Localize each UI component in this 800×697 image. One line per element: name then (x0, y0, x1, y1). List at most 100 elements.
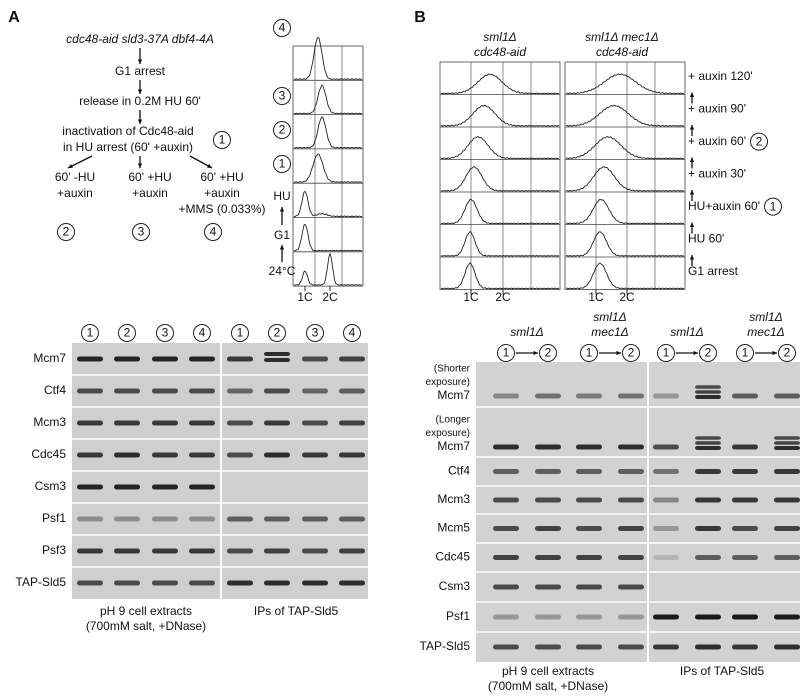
row-label: Psf1 (42, 511, 66, 525)
blot-band (189, 484, 215, 490)
strain: sml1Δ (483, 30, 516, 44)
stage: 24°C (269, 264, 296, 278)
branch-text: +auxin (204, 186, 240, 200)
row-label: TAP-Sld5 (420, 639, 471, 653)
histogram (440, 104, 560, 127)
blot-band (493, 444, 519, 450)
arrow-head (689, 92, 695, 98)
blot-band (77, 452, 103, 458)
blot-band (493, 393, 519, 399)
circled-marker (268, 324, 286, 342)
marker-number: 3 (279, 89, 286, 103)
circled-marker (204, 223, 222, 241)
branch-text: 60' +HU (200, 170, 243, 184)
blot-bg (476, 362, 800, 662)
marker-number: 2 (705, 346, 712, 360)
branch-text: 60' -HU (55, 170, 95, 184)
blot-band (264, 420, 290, 426)
blot-band (695, 526, 721, 531)
blot-band (339, 548, 365, 554)
step: in HU arrest (60' +auxin) (63, 140, 193, 154)
arrow-head (137, 89, 143, 94)
blot-band (77, 484, 103, 490)
blot-band (618, 644, 644, 650)
blot-band (653, 393, 679, 399)
blot-band (732, 393, 758, 399)
blot-band (77, 516, 103, 522)
blot-band (653, 614, 679, 620)
circled-marker (750, 132, 769, 151)
row-label: Psf1 (446, 609, 470, 623)
circled-marker (343, 324, 361, 342)
arrow-head (616, 350, 621, 356)
marker-number: 4 (210, 225, 217, 239)
marker-number: 1 (770, 199, 777, 213)
group-header: sml1Δ (670, 325, 703, 339)
blot-band (227, 388, 253, 394)
blot-band (189, 548, 215, 554)
blot-band (653, 469, 679, 474)
timepoint: G1 arrest (688, 264, 739, 278)
marker-number: 4 (349, 326, 356, 340)
blot-band (264, 358, 290, 362)
row-label: Psf3 (42, 543, 66, 557)
row-label: Cdc45 (435, 550, 470, 564)
circled-marker (539, 344, 557, 362)
blot-band (493, 614, 519, 620)
row-label: Mcm3 (437, 492, 470, 506)
footer: IPs of TAP-Sld5 (254, 604, 339, 618)
row-label: (Longer (436, 415, 471, 426)
x-label: 2C (619, 290, 635, 304)
blot-band (695, 446, 721, 450)
row-label: (Shorter (434, 364, 471, 375)
row-label: Cdc45 (31, 447, 66, 461)
marker-number: 1 (279, 157, 286, 171)
histogram (440, 230, 560, 257)
timepoint: + auxin 120' (688, 69, 753, 83)
histogram (294, 223, 362, 252)
blot-band (493, 644, 519, 650)
histogram (294, 153, 362, 183)
blot-band (535, 469, 561, 474)
branch-text: 60' +HU (128, 170, 171, 184)
blot-band (653, 444, 679, 450)
blot-band (576, 526, 602, 531)
blot-band (152, 484, 178, 490)
blot-band (732, 644, 758, 650)
histogram (294, 36, 362, 80)
circled-marker (231, 324, 249, 342)
row-label: TAP-Sld5 (16, 575, 67, 589)
marker-number: 1 (237, 326, 244, 340)
blot-band (618, 584, 644, 590)
strain: sml1Δ mec1Δ (585, 30, 659, 44)
timepoint: + auxin 90' (688, 101, 746, 115)
marker-number: 1 (586, 346, 593, 360)
arrow-head (689, 255, 695, 260)
branch-text: +MMS (0.033%) (178, 202, 265, 216)
blot-band (189, 452, 215, 458)
arrow-head (279, 245, 285, 250)
blot-band (114, 484, 140, 490)
blot-band (618, 469, 644, 474)
group-header: sml1Δ (510, 325, 543, 339)
histogram (565, 135, 685, 160)
timepoint: HU+auxin 60' (688, 199, 760, 213)
marker-number: 1 (742, 346, 749, 360)
blot-band (152, 452, 178, 458)
blot-band (302, 580, 328, 586)
marker-number: 2 (628, 346, 635, 360)
arrow-head (279, 207, 285, 212)
group-header: mec1Δ (591, 325, 628, 339)
blot-band (114, 580, 140, 586)
blot-band (774, 526, 800, 531)
histogram (294, 190, 362, 218)
blot-band (774, 497, 800, 503)
blot-band (576, 614, 602, 620)
circled-marker (132, 223, 150, 241)
x-label: 2C (495, 290, 511, 304)
blot-band (695, 469, 721, 474)
blot-band (695, 497, 721, 503)
group-header: mec1Δ (747, 325, 784, 339)
blot-band (339, 452, 365, 458)
blot-band (774, 644, 800, 650)
